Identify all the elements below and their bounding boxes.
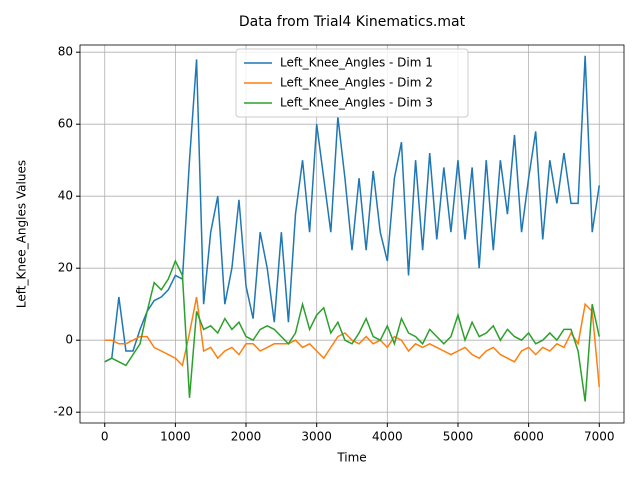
chart-title: Data from Trial4 Kinematics.mat bbox=[239, 14, 466, 30]
x-tick-label: 5000 bbox=[443, 430, 474, 444]
y-tick-label: -20 bbox=[53, 405, 73, 419]
x-tick-label: 4000 bbox=[372, 430, 403, 444]
legend-label: Left_Knee_Angles - Dim 3 bbox=[280, 96, 433, 110]
line-series bbox=[104, 55, 601, 363]
y-tick-label: 60 bbox=[58, 117, 73, 131]
x-tick-label: 6000 bbox=[513, 430, 544, 444]
x-axis-label: Time bbox=[336, 451, 366, 465]
x-tick-label: 7000 bbox=[584, 430, 615, 444]
x-tick-label: 3000 bbox=[301, 430, 332, 444]
line-series bbox=[104, 296, 601, 388]
line-series bbox=[104, 259, 601, 402]
x-tick-label: 0 bbox=[101, 430, 109, 444]
legend-box bbox=[235, 48, 469, 118]
y-tick-label: 20 bbox=[58, 261, 73, 275]
x-tick-label: 1000 bbox=[160, 430, 191, 444]
y-tick-label: 40 bbox=[58, 189, 73, 203]
y-axis-label: Left_Knee_Angles Values bbox=[15, 160, 29, 308]
legend-label: Left_Knee_Angles - Dim 1 bbox=[280, 56, 433, 70]
y-tick-label: 0 bbox=[65, 333, 73, 347]
x-tick-label: 2000 bbox=[231, 430, 262, 444]
plot-frame bbox=[79, 44, 625, 424]
y-tick-label: 80 bbox=[58, 45, 73, 59]
legend-label: Left_Knee_Angles - Dim 2 bbox=[280, 76, 433, 90]
